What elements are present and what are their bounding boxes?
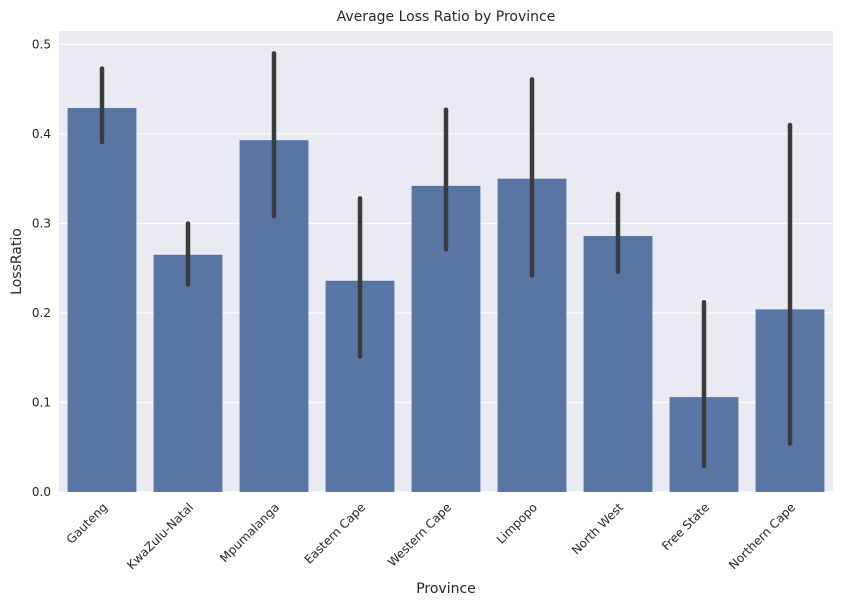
x-tick-label: Free State: [659, 500, 712, 553]
x-tick-label: Eastern Cape: [302, 500, 369, 567]
bars: [67, 107, 825, 493]
y-tick-label: 0.5: [32, 37, 51, 51]
x-axis-label: Province: [416, 581, 476, 597]
y-tick-label: 0.3: [32, 216, 51, 230]
x-tick-label: Western Cape: [385, 500, 454, 569]
x-axis-ticks: Gauteng KwaZulu-Natal Mpumalanga Eastern Ca…: [64, 500, 798, 572]
x-tick-label: KwaZulu-Natal: [124, 500, 196, 572]
bar: [583, 235, 653, 492]
x-tick-label: Mpumalanga: [217, 500, 282, 565]
x-tick-label: Northern Cape: [726, 500, 798, 572]
y-axis-label: LossRatio: [9, 228, 25, 295]
x-tick-label: Gauteng: [64, 500, 110, 546]
y-axis-ticks: 0.0 0.1 0.2 0.3 0.4 0.5: [32, 37, 51, 499]
bar: [67, 107, 137, 493]
bar: [153, 254, 223, 492]
y-tick-label: 0.0: [32, 485, 51, 499]
y-tick-label: 0.4: [32, 127, 51, 141]
y-tick-label: 0.1: [32, 395, 51, 409]
x-tick-label: Limpopo: [494, 500, 540, 546]
error-bars: [99, 51, 793, 469]
chart-title: Average Loss Ratio by Province: [337, 9, 556, 25]
y-tick-label: 0.2: [32, 306, 51, 320]
x-tick-label: North West: [569, 500, 626, 557]
